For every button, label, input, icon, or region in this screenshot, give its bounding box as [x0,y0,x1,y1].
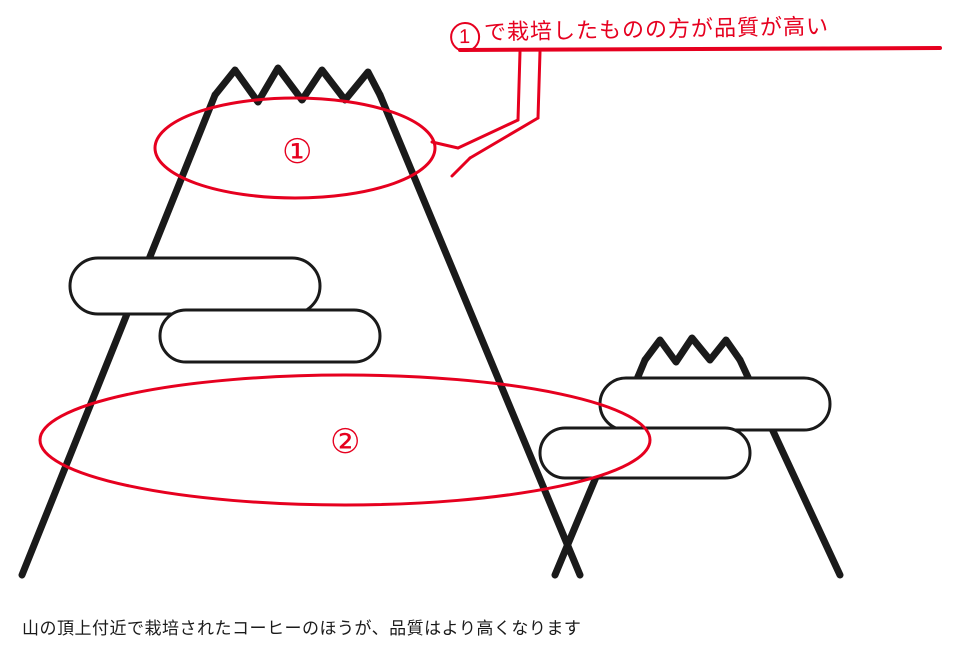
annotation-number-circle: 1 [450,22,481,53]
caption-text: 山の頂上付近で栽培されたコーヒーのほうが、品質はより高くなります [22,614,581,639]
annotation-text: で栽培したものの方が品質が高い [484,14,829,45]
handwritten-annotation: 1で栽培したものの方が品質が高い [450,9,830,50]
zone-1-label: ① [282,132,312,172]
zone-2-label: ② [330,422,360,462]
diagram-stage: 1で栽培したものの方が品質が高い ① ② 山の頂上付近で栽培されたコーヒーのほう… [0,0,954,661]
scene-svg [0,0,954,661]
